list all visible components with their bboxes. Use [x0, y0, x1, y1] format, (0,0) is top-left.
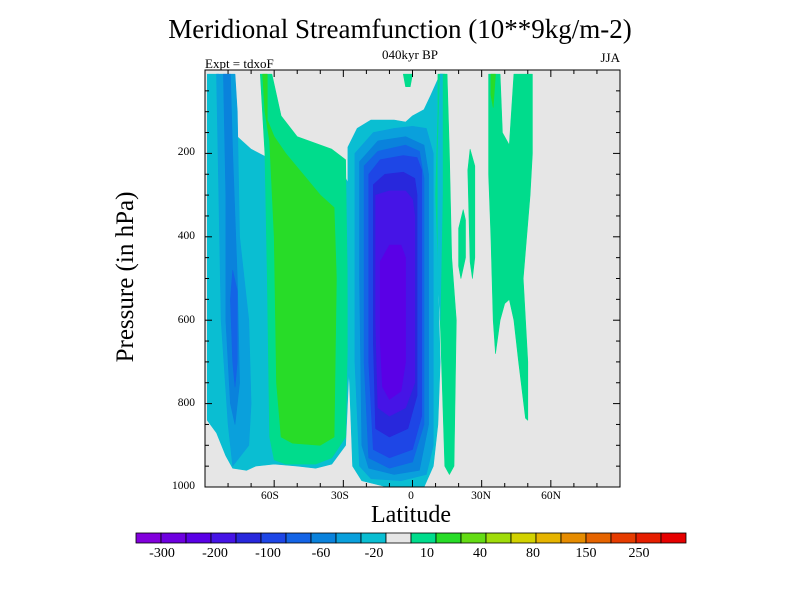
y-tick-label: 400: [177, 230, 195, 242]
contour-region-nh-left-inner: [437, 73, 443, 321]
colorbar-swatch: [610, 532, 637, 544]
colorbar-tick-label: -20: [364, 546, 384, 561]
colorbar-tick-label: 250: [628, 546, 650, 561]
contour-regions: [207, 73, 533, 487]
colorbar-swatch: [335, 532, 362, 544]
colorbar-tick-label: -60: [311, 546, 331, 561]
colorbar-tick-label: -200: [202, 546, 228, 561]
colorbar-swatch: [460, 532, 487, 544]
contour-region-nh-streak-1: [458, 209, 466, 279]
contour-region-sh-positive-inner: [262, 73, 337, 446]
x-axis-label: Latitude: [371, 502, 451, 528]
x-tick-label: 30N: [471, 490, 491, 502]
experiment-label: Expt = tdxoF: [205, 56, 274, 71]
y-axis-label: Pressure (in hPa): [112, 191, 139, 363]
colorbar-tick-label: 10: [420, 546, 434, 561]
colorbar-swatch: [285, 532, 312, 544]
contour-region-sh-cell-4: [230, 269, 238, 388]
y-tick-label: 800: [177, 397, 195, 409]
y-tick-label: 1000: [172, 480, 195, 492]
colorbar-swatch: [235, 532, 262, 544]
colorbar-swatch: [360, 532, 387, 544]
colorbar-tick-label: 80: [526, 546, 540, 561]
x-tick-label: 30S: [331, 490, 349, 502]
colorbar-swatch: [310, 532, 337, 544]
colorbar-swatch: [210, 532, 237, 544]
colorbar-swatch: [260, 532, 287, 544]
colorbar-swatch: [535, 532, 562, 544]
colorbar-swatch: [435, 532, 462, 544]
contour-region-nh-top-positive: [402, 73, 413, 87]
contour-region-nh-inner-positive: [490, 73, 496, 108]
contour-region-equatorial-cell-8: [379, 244, 406, 400]
colorbar-swatch: [410, 532, 437, 544]
colorbar-swatch: [585, 532, 612, 544]
contour-region-nh-main-positive: [488, 73, 533, 421]
colorbar-tick-label: 40: [473, 546, 487, 561]
colorbar-swatch: [485, 532, 512, 544]
colorbar-swatch: [510, 532, 537, 544]
y-tick-label: 200: [177, 146, 195, 158]
colorbar-swatch: [135, 532, 162, 544]
x-tick-label: 60S: [261, 490, 279, 502]
colorbar-tick-label: 150: [575, 546, 597, 561]
chart-subtitle: 040kyr BP: [382, 47, 438, 62]
x-tick-label: 0: [408, 490, 414, 502]
colorbar-swatch: [635, 532, 662, 544]
colorbar-swatch: [160, 532, 187, 544]
x-tick-label: 60N: [541, 490, 561, 502]
colorbar-swatch: [660, 532, 687, 544]
chart-title: Meridional Streamfunction (10**9kg/m-2): [168, 14, 632, 44]
colorbar-tick-label: -100: [255, 546, 281, 561]
colorbar-tick-label: -300: [149, 546, 175, 561]
y-tick-label: 600: [177, 314, 195, 326]
season-label: JJA: [600, 50, 620, 65]
colorbar-swatch: [185, 532, 212, 544]
colorbar-swatch: [560, 532, 587, 544]
contour-region-nh-streak-2: [467, 148, 476, 279]
colorbar-swatch: [385, 532, 412, 544]
